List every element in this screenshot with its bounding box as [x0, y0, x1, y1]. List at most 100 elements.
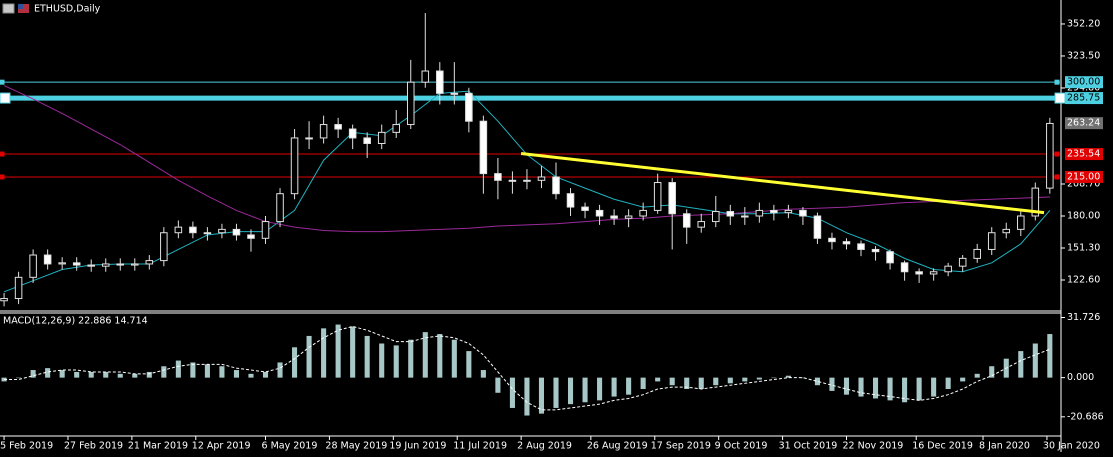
histogram-bar: [1032, 343, 1038, 378]
histogram-bar: [727, 377, 733, 384]
flag-icon-part: [18, 4, 23, 9]
candle-body: [218, 228, 226, 234]
level-marker: [1054, 79, 1060, 85]
candle-body: [232, 228, 241, 236]
level-label-bg: [1065, 170, 1103, 183]
histogram-bar: [567, 377, 574, 405]
candle-body: [639, 209, 647, 217]
y-tick-label: -20.686: [1067, 411, 1104, 422]
candle-body: [523, 179, 531, 182]
level-label: 235.54: [1067, 149, 1100, 160]
candle-body: [348, 128, 357, 139]
signal-line: [4, 325, 1051, 411]
candle-body: [1002, 228, 1011, 234]
histogram-bar: [858, 377, 864, 397]
histogram-bar: [335, 324, 341, 378]
x-tick-label: 28 May 2019: [325, 441, 387, 452]
x-tick-label: 16 Dec 2019: [912, 441, 973, 452]
histogram-bar: [292, 347, 298, 378]
candle-body: [784, 209, 793, 214]
x-tick-label: 19 Jun 2019: [389, 441, 446, 452]
level-marker: [0, 79, 5, 85]
candle-body: [813, 215, 822, 239]
candle-body: [799, 209, 807, 217]
histogram-bar: [88, 371, 94, 378]
level-label: 215.00: [1067, 171, 1100, 182]
histogram-bar: [931, 377, 937, 397]
candle-body: [653, 182, 662, 211]
candle-body: [741, 215, 749, 218]
histogram-bar: [321, 328, 327, 378]
candle-body: [712, 211, 720, 223]
histogram-bar: [219, 366, 225, 378]
x-tick-label: 8 Jan 2020: [979, 441, 1030, 452]
candle-body: [290, 137, 299, 195]
histogram-bar: [1047, 334, 1053, 378]
level-marker: [0, 151, 5, 157]
histogram-bar: [524, 377, 530, 416]
histogram-bar: [960, 377, 966, 382]
histogram-bar: [684, 377, 690, 389]
symbol-icons: [2, 3, 29, 14]
candle-body: [29, 254, 37, 278]
histogram-bar: [204, 364, 210, 378]
candle-body: [247, 234, 255, 239]
candle-body: [319, 124, 328, 139]
candle-body: [987, 232, 996, 250]
histogram-bar: [713, 377, 719, 386]
level-label-bg: [1065, 92, 1103, 105]
level-label-bg: [1065, 76, 1103, 89]
candle-body: [929, 271, 938, 275]
candle-body: [770, 209, 778, 214]
histogram-bar: [655, 377, 661, 382]
histogram-bar: [190, 362, 196, 378]
histogram-bar: [1, 377, 7, 382]
candle-body: [595, 209, 604, 217]
y-tick-label: 122.60: [1067, 275, 1100, 286]
candle-body: [494, 173, 502, 181]
candle-body: [189, 226, 197, 234]
x-tick-label: 12 Apr 2019: [192, 441, 251, 452]
histogram-bar: [626, 377, 632, 395]
histogram-bar: [277, 362, 283, 378]
level-marker: [0, 174, 5, 180]
y-tick-label: 208.70: [1067, 178, 1100, 189]
candle-body: [436, 70, 444, 94]
histogram-bar: [74, 371, 80, 378]
candle-body: [465, 92, 473, 122]
histogram-bar: [146, 371, 152, 378]
histogram-bar: [597, 377, 603, 401]
histogram-bar: [843, 377, 850, 395]
candle-body: [668, 182, 676, 215]
candle-body: [479, 120, 488, 175]
candle-body: [58, 262, 66, 265]
chart-title: ETHUSD,Daily: [34, 4, 101, 15]
x-tick-label: 31 Oct 2019: [779, 441, 838, 452]
x-tick-label: 30 Jan 2020: [1043, 441, 1100, 452]
histogram-bar: [175, 360, 181, 378]
x-tick-label: 2 Aug 2019: [517, 441, 572, 452]
candle-body: [537, 176, 546, 181]
candle-body: [160, 232, 168, 262]
histogram-bar: [872, 377, 879, 399]
histogram-bar: [451, 339, 457, 378]
candle-body: [566, 193, 575, 208]
histogram-bar: [379, 343, 385, 378]
histogram-bar: [30, 370, 36, 378]
histogram-bar: [800, 377, 806, 379]
histogram-bar: [350, 326, 356, 378]
histogram-bar: [393, 345, 399, 378]
x-tick-label: 17 Sep 2019: [651, 441, 711, 452]
histogram-bar: [538, 377, 545, 414]
candle-body: [1031, 187, 1040, 217]
histogram-bar: [248, 373, 254, 378]
histogram-bar: [582, 377, 588, 403]
level-marker: [0, 92, 11, 104]
histogram-bar: [916, 377, 922, 401]
last-price-bg: [1065, 117, 1103, 130]
last-price-label: 263.24: [1067, 118, 1100, 129]
level-label-bg: [1065, 148, 1103, 161]
histogram-bar: [1018, 351, 1024, 378]
